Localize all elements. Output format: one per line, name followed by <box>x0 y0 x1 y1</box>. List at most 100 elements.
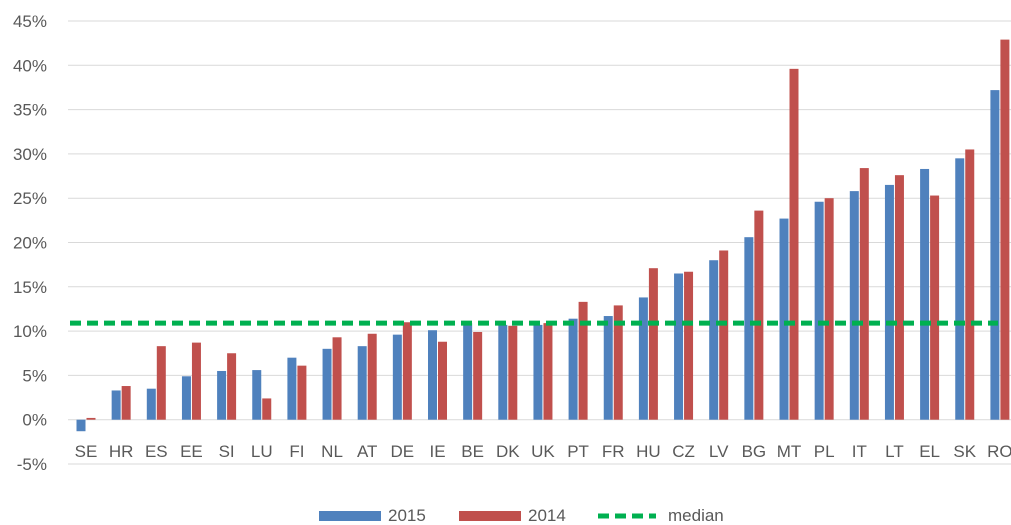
bar-2014-es <box>156 346 166 420</box>
bar-2015-bg <box>744 237 754 420</box>
y-tick-label: 10% <box>13 322 47 341</box>
bar-2014-ie <box>438 341 447 420</box>
x-tick-label: SI <box>219 442 235 461</box>
x-tick-label: NL <box>321 442 343 461</box>
x-tick-label: DE <box>391 442 415 461</box>
x-tick-label: CZ <box>672 442 695 461</box>
bar-2015-fr <box>603 316 613 420</box>
bar-2015-de <box>392 334 402 420</box>
y-tick-label: 30% <box>13 145 47 164</box>
bar-2015-ro <box>990 90 1000 420</box>
bar-2015-sk <box>955 158 965 420</box>
x-tick-label: FI <box>289 442 304 461</box>
bar-2014-lv <box>719 250 729 420</box>
x-tick-label: PT <box>567 442 589 461</box>
bar-2014-fi <box>297 365 307 420</box>
bar-2014-nl <box>332 337 342 420</box>
x-tick-label: LT <box>885 442 904 461</box>
y-tick-label: 25% <box>13 189 47 208</box>
bar-2015-lv <box>709 260 719 420</box>
x-tick-label: EE <box>180 442 203 461</box>
bar-2015-be <box>463 323 473 420</box>
bars <box>76 39 1010 432</box>
y-tick-label: 0% <box>22 411 47 430</box>
bar-2015-pl <box>814 201 824 420</box>
bar-2015-nl <box>322 348 332 420</box>
bar-2015-es <box>146 388 156 420</box>
bar-2015-ie <box>428 330 437 420</box>
x-tick-label: BG <box>742 442 767 461</box>
bar-2015-cz <box>674 273 684 420</box>
bar-2015-at <box>357 346 367 420</box>
legend-label-2015: 2015 <box>388 506 426 525</box>
y-tick-label: 35% <box>13 101 47 120</box>
bar-2014-be <box>473 331 483 420</box>
bar-2015-el <box>920 168 930 420</box>
bar-2015-pt <box>568 318 578 420</box>
x-tick-label: MT <box>777 442 802 461</box>
x-tick-label: LV <box>709 442 729 461</box>
x-tick-label: SK <box>953 442 976 461</box>
y-tick-label: 15% <box>13 278 47 297</box>
x-tick-label: IE <box>429 442 445 461</box>
bar-2014-pt <box>578 301 588 420</box>
bar-2014-at <box>367 333 377 420</box>
y-tick-label: 5% <box>22 366 47 385</box>
bar-2015-hu <box>638 297 648 420</box>
x-tick-label: EL <box>919 442 940 461</box>
bar-2014-bg <box>754 210 764 420</box>
bar-2014-el <box>930 195 940 420</box>
legend-swatch-2014 <box>459 511 521 521</box>
bar-2014-hr <box>121 386 131 420</box>
legend: 2015 2014 median <box>319 506 724 525</box>
x-tick-label: HU <box>636 442 661 461</box>
legend-label-2014: 2014 <box>528 506 566 525</box>
y-tick-label: 20% <box>13 234 47 253</box>
x-tick-label: IT <box>852 442 867 461</box>
bar-2014-se <box>86 417 96 420</box>
bar-2015-lu <box>252 370 262 420</box>
legend-swatch-2015 <box>319 511 381 521</box>
bar-2014-uk <box>543 323 553 420</box>
bar-2014-ee <box>191 342 201 420</box>
bar-2014-dk <box>508 325 518 420</box>
x-tick-label: SE <box>75 442 98 461</box>
x-tick-label: RO <box>987 442 1011 461</box>
y-tick-label: -5% <box>17 455 47 474</box>
y-tick-label: 40% <box>13 56 47 75</box>
x-tick-label: UK <box>531 442 555 461</box>
y-tick-label: 45% <box>13 12 47 31</box>
bar-2014-cz <box>684 271 694 420</box>
bar-2015-uk <box>533 324 543 420</box>
x-tick-label: FR <box>602 442 625 461</box>
bar-2014-pl <box>824 198 834 420</box>
x-tick-label: AT <box>357 442 377 461</box>
bar-2015-hr <box>111 390 121 420</box>
x-axis-tick-labels: SE HR ES EE SI LU FI NL AT DE IE BE DK UK PT FR HU CZ LV BG… <box>75 442 1011 461</box>
legend-label-median: median <box>668 506 724 525</box>
x-tick-label: DK <box>496 442 520 461</box>
bar-2015-it <box>849 191 859 420</box>
bar-2014-lt <box>894 175 904 420</box>
bar-2015-mt <box>779 218 789 420</box>
bar-2015-dk <box>498 324 508 420</box>
bar-2015-fi <box>287 357 297 420</box>
bar-2014-it <box>859 168 869 420</box>
bar-2014-ro <box>1000 39 1010 420</box>
x-tick-label: HR <box>109 442 134 461</box>
x-tick-label: ES <box>145 442 168 461</box>
bar-2014-sk <box>965 149 975 420</box>
bar-2015-ee <box>181 376 191 420</box>
bar-2014-hu <box>648 268 658 420</box>
y-axis-tick-labels: -5% 0% 5% 10% 15% 20% 25% 30% 35% 40% 45% <box>13 12 47 474</box>
bar-2014-si <box>227 353 237 420</box>
bar-2014-fr <box>613 305 623 420</box>
bar-2015-si <box>217 370 227 420</box>
bar-2015-se <box>76 419 86 432</box>
bar-2014-mt <box>789 68 799 420</box>
bar-2014-de <box>402 322 412 420</box>
bar-2014-lu <box>262 398 272 420</box>
x-tick-label: PL <box>814 442 835 461</box>
x-tick-label: BE <box>461 442 484 461</box>
